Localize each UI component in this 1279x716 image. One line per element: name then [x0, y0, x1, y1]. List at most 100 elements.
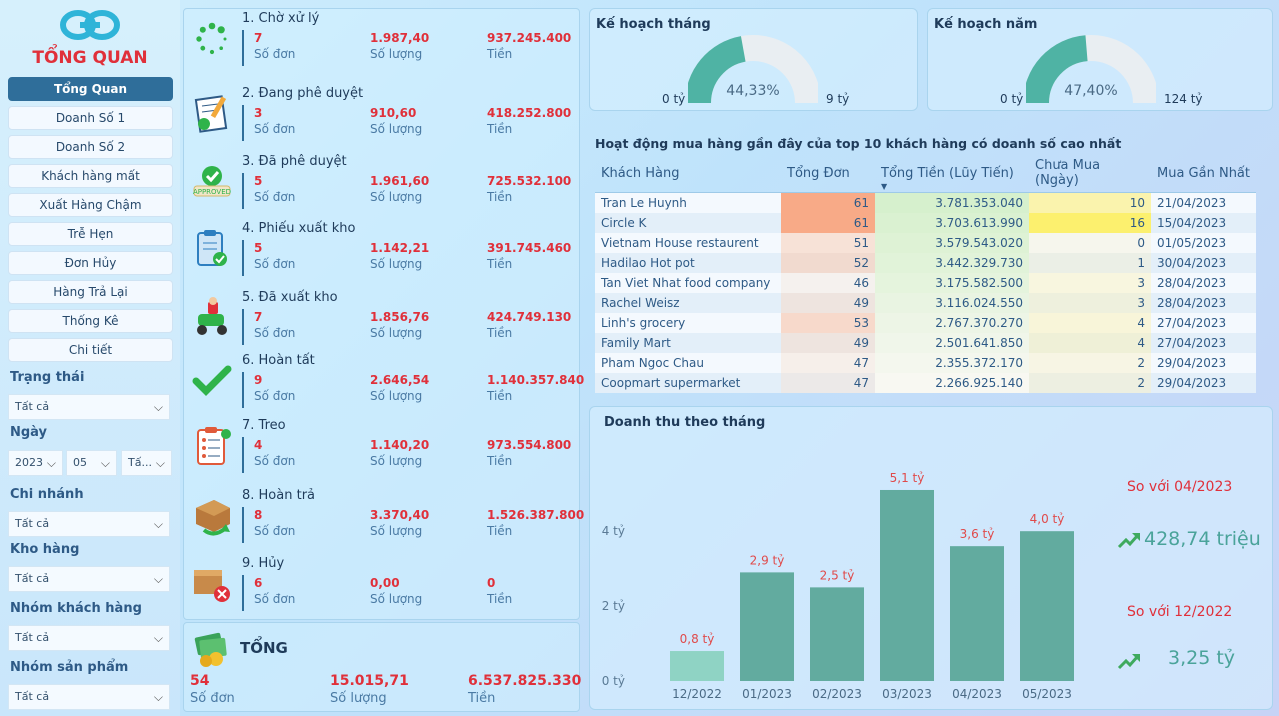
status-money: 1.526.387.800: [487, 508, 585, 522]
bar-data-label: 4,0 tỷ: [1030, 512, 1065, 526]
status-dropdown[interactable]: Tất cả ⌵: [8, 394, 170, 420]
warehouse-dropdown[interactable]: Tất cả ⌵: [8, 566, 170, 592]
status-qty: 910,60: [370, 106, 417, 120]
cumulative-total-cell: 2.266.925.140: [875, 372, 1029, 393]
comparison-2-label: So với 12/2022: [1127, 604, 1233, 620]
table-row[interactable]: Tan Viet Nhat food company 46 3.175.582.50…: [595, 272, 1256, 293]
filter-status-label: Trạng thái: [10, 370, 85, 385]
status-money: 1.140.357.840: [487, 373, 585, 387]
status-row[interactable]: 8. Hoàn trả 8 Số đơn 3.370,40 Số lượng 1.526.…: [184, 486, 585, 546]
nav-7[interactable]: Hàng Trả Lại: [8, 280, 173, 304]
status-row[interactable]: 2. Đang phê duyệt 3 Số đơn 910,60 Số lượng 41…: [184, 84, 581, 144]
status-qty: 0,00: [370, 576, 400, 590]
nav-3[interactable]: Khách hàng mất: [8, 164, 173, 188]
status-orders: 5: [254, 241, 263, 255]
status-divider: [242, 507, 244, 543]
bar[interactable]: [880, 489, 934, 681]
chevron-down-icon: ⌵: [155, 456, 165, 470]
nav-0[interactable]: Tổng Quan: [8, 77, 173, 101]
table-row[interactable]: Vietnam House restaurent 51 3.579.543.020 0…: [595, 232, 1256, 253]
status-orders-label: Số đơn: [254, 389, 296, 403]
last-purchase-date-cell: 29/04/2023: [1157, 355, 1227, 370]
y-tick-label: 0 tỷ: [602, 674, 625, 688]
status-title: 7. Treo: [242, 418, 286, 433]
cumulative-total-cell: 3.579.543.020: [875, 232, 1029, 253]
yearly-plan-percent: 47,40%: [1064, 83, 1118, 99]
nav-4[interactable]: Xuất Hàng Chậm: [8, 193, 173, 217]
status-row[interactable]: APPROVED 3. Đã phê duyệt 5 Số đơn 1.961,60 Số…: [184, 152, 581, 212]
table-row[interactable]: Rachel Weisz 49 3.116.024.550 3 28/04/2023: [595, 292, 1256, 313]
table-row[interactable]: Coopmart supermarket 47 2.266.925.140 2 29/0…: [595, 372, 1256, 393]
customer-name-cell: Tran Le Huynh: [601, 195, 687, 210]
status-qty-label: Số lượng: [370, 190, 423, 204]
status-title: 3. Đã phê duyệt: [242, 154, 347, 169]
status-row[interactable]: 1. Chờ xử lý 7 Số đơn 1.987,40 Số lượng 937.2…: [184, 9, 581, 69]
chevron-down-icon: ⌵: [153, 517, 163, 531]
status-money-label: Tiền: [487, 122, 513, 136]
cumulative-total-cell: 3.781.353.040: [875, 192, 1029, 213]
bar[interactable]: [1020, 531, 1074, 681]
status-row[interactable]: 6. Hoàn tất 9 Số đơn 2.646,54 Số lượng 1.140.…: [184, 351, 585, 411]
column-header[interactable]: Mua Gần Nhất: [1151, 154, 1256, 193]
total-panel: TỔNG 54 Số đơn 15.015,71 Số lượng 6.537.…: [183, 622, 581, 712]
table-row[interactable]: Linh's grocery 53 2.767.370.270 4 27/04/2023: [595, 312, 1256, 333]
bar[interactable]: [810, 587, 864, 681]
nav-8[interactable]: Thống Kê: [8, 309, 173, 333]
nav-5[interactable]: Trễ Hẹn: [8, 222, 173, 246]
customer-group-dropdown[interactable]: Tất cả ⌵: [8, 625, 170, 651]
status-row[interactable]: 5. Đã xuất kho 7 Số đơn 1.856,76 Số lượng 424…: [184, 288, 581, 348]
delivery-scooter-icon: [197, 297, 227, 335]
status-divider: [242, 173, 244, 209]
cumulative-total-cell: 3.703.613.990: [875, 212, 1029, 233]
status-orders: 8: [254, 508, 263, 522]
month-dropdown[interactable]: 05 ⌵: [66, 450, 117, 476]
status-divider: [242, 240, 244, 276]
x-tick-label: 05/2023: [1022, 687, 1072, 701]
column-header[interactable]: Tổng Đơn: [781, 154, 875, 193]
days-since-purchase-cell: 16: [1029, 212, 1151, 233]
year-dropdown[interactable]: 2023 ⌵: [8, 450, 63, 476]
nav-6[interactable]: Đơn Hủy: [8, 251, 173, 275]
filter-branch-label: Chi nhánh: [10, 487, 84, 502]
trend-up-icon: [1117, 654, 1140, 670]
status-qty-label: Số lượng: [370, 122, 423, 136]
status-row[interactable]: 9. Hủy 6 Số đơn 0,00 Số lượng 0 Tiền: [184, 554, 581, 614]
yearly-plan-max: 124 tỷ: [1164, 92, 1203, 106]
status-orders-label: Số đơn: [254, 524, 296, 538]
branch-dropdown[interactable]: Tất cả ⌵: [8, 511, 170, 537]
status-row[interactable]: 4. Phiếu xuất kho 5 Số đơn 1.142,21 Số lượng…: [184, 219, 581, 279]
customer-name-cell: Coopmart supermarket: [601, 375, 741, 390]
table-row[interactable]: Pham Ngoc Chau 47 2.355.372.170 2 29/04/2023: [595, 352, 1256, 373]
bar[interactable]: [950, 546, 1004, 681]
day-dropdown[interactable]: Tấ... ⌵: [121, 450, 172, 476]
last-purchase-date-cell: 27/04/2023: [1157, 335, 1227, 350]
column-header[interactable]: Chưa Mua (Ngày): [1029, 154, 1151, 193]
table-row[interactable]: Hadilao Hot pot 52 3.442.329.730 1 30/04/202…: [595, 252, 1256, 273]
page-title: TỔNG QUAN: [32, 48, 148, 68]
column-header[interactable]: Khách Hàng: [595, 154, 781, 193]
return-box-icon: [196, 500, 230, 536]
nav-1[interactable]: Doanh Số 1: [8, 106, 173, 130]
x-tick-label: 02/2023: [812, 687, 862, 701]
days-since-purchase-cell: 0: [1029, 232, 1151, 253]
bar[interactable]: [740, 572, 794, 681]
status-row[interactable]: 7. Treo 4 Số đơn 1.140,20 Số lượng 973.554.80…: [184, 416, 581, 476]
status-money-label: Tiền: [487, 454, 513, 468]
sort-desc-icon[interactable]: ▼: [881, 182, 888, 191]
table-row[interactable]: Circle K 61 3.703.613.990 16 15/04/2023: [595, 212, 1256, 233]
status-qty-label: Số lượng: [370, 592, 423, 606]
chevron-down-icon: ⌵: [153, 400, 163, 414]
status-money-label: Tiền: [487, 47, 513, 61]
status-qty-label: Số lượng: [370, 257, 423, 271]
status-title: 6. Hoàn tất: [242, 353, 315, 368]
nav-9[interactable]: Chi tiết: [8, 338, 173, 362]
column-header[interactable]: Tổng Tiền (Lũy Tiến) ▼: [875, 154, 1029, 193]
status-qty-label: Số lượng: [370, 389, 423, 403]
table-row[interactable]: Family Mart 49 2.501.641.850 4 27/04/2023: [595, 332, 1256, 353]
nav-2[interactable]: Doanh Số 2: [8, 135, 173, 159]
status-qty-label: Số lượng: [370, 524, 423, 538]
table-row[interactable]: Tran Le Huynh 61 3.781.353.040 10 21/04/2023: [595, 192, 1256, 213]
cumulative-total-cell: 2.767.370.270: [875, 312, 1029, 333]
product-group-dropdown[interactable]: Tất cả ⌵: [8, 684, 170, 710]
bar[interactable]: [670, 651, 724, 681]
